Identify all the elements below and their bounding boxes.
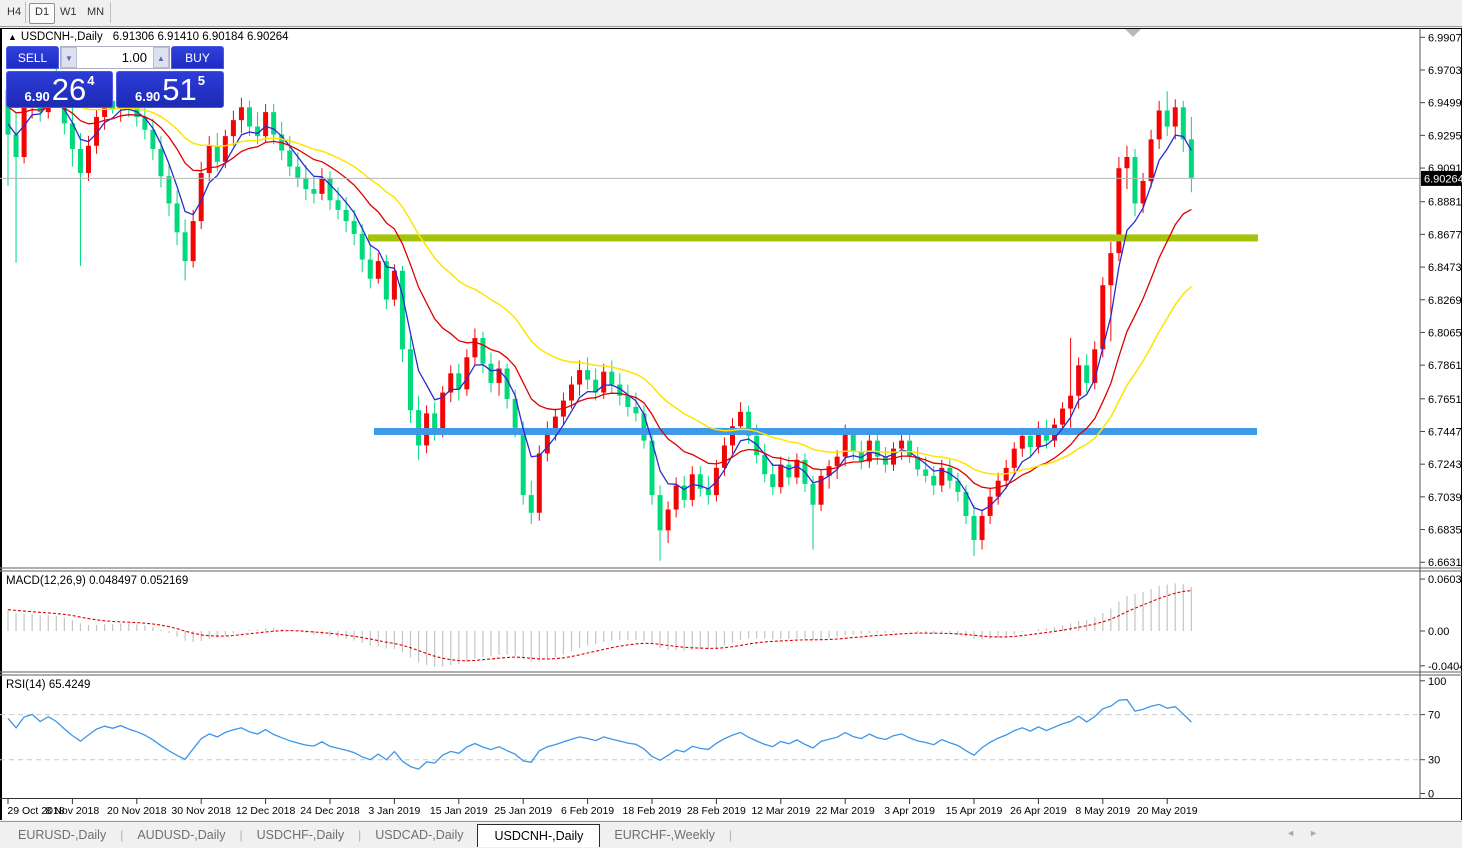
symbol-period-label: USDCNH-,Daily [20,31,103,43]
toolbar-separator [25,2,26,23]
sell-price-point: 4 [87,73,95,88]
tab-scroll-right-icon[interactable]: ► [1309,828,1332,838]
rsi-indicator-label: RSI(14) 65.4249 [6,679,91,691]
volume-input[interactable]: 1.00 [121,50,147,65]
tab-eurusd-daily[interactable]: EURUSD-,Daily [18,828,107,842]
tab-usdcnh-daily[interactable]: USDCNH-,Daily [477,824,601,847]
macd-indicator-label: MACD(12,26,9) 0.048497 0.052169 [6,575,189,587]
tab-scroll-left-icon[interactable]: ◄ [1286,828,1310,838]
volume-increase-button[interactable]: ▲ [153,47,169,68]
tab-usdcad-daily[interactable]: USDCAD-,Daily [375,828,464,842]
tab-separator: | [728,828,732,842]
buy-price-pips: 51 [162,72,197,107]
tab-separator: | [120,828,124,842]
sell-price-box[interactable]: 6.90 26 4 [6,71,113,108]
timeframe-toolbar: H4 D1 W1 MN [0,0,1462,27]
buy-price-box[interactable]: 6.90 51 5 [116,71,224,108]
buy-price-integer: 6.90 [134,89,161,104]
tab-eurchf-weekly[interactable]: EURCHF-,Weekly [614,828,715,842]
toolbar-separator [110,2,111,23]
tab-separator: | [358,828,362,842]
timeframe-mn-button[interactable]: MN [87,6,105,18]
sell-price-pips: 26 [51,72,87,107]
chart-tab-bar: EURUSD-,Daily | AUDUSD-,Daily | USDCHF-,Da… [0,821,1462,848]
volume-decrease-button[interactable]: ▼ [61,47,77,68]
one-click-trading-panel: SELL ▼ 1.00 ▲ BUY 6.90 26 4 6.90 51 5 [6,46,224,108]
buy-price-point: 5 [197,73,206,88]
sell-button[interactable]: SELL [6,46,59,69]
timeframe-d1-button[interactable]: D1 [29,3,56,24]
chart-window[interactable] [0,28,1462,820]
chart-title: ▲ USDCNH-,Daily 6.91306 6.91410 6.90184 6.… [8,31,289,43]
volume-spinner: ▼ 1.00 ▲ [60,46,170,69]
tab-usdchf-daily[interactable]: USDCHF-,Daily [256,828,345,842]
ohlc-values: 6.91306 6.91410 6.90184 6.90264 [112,31,289,43]
sell-price-integer: 6.90 [24,89,50,104]
timeframe-h4-button[interactable]: H4 [7,6,22,18]
tab-audusd-daily[interactable]: AUDUSD-,Daily [137,828,226,842]
tab-separator: | [239,828,243,842]
timeframe-w1-button[interactable]: W1 [60,6,77,18]
collapse-arrow-icon[interactable]: ▲ [8,32,17,42]
buy-button[interactable]: BUY [171,46,224,69]
